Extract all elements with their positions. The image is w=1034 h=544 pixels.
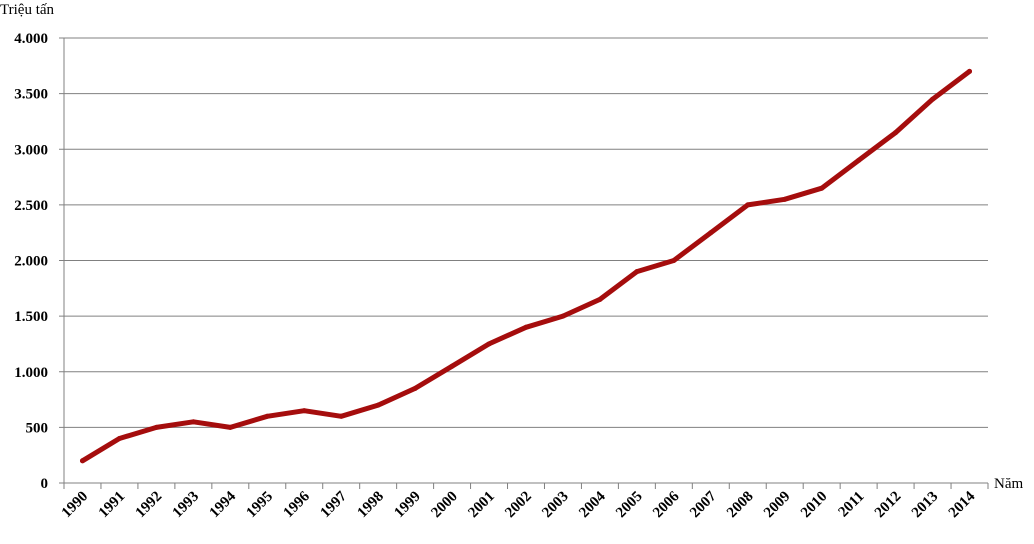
- x-axis-label: Năm: [994, 476, 1023, 492]
- data-point-2001: [486, 341, 492, 347]
- x-tick-label: 2004: [576, 488, 609, 521]
- x-tick-label: 2011: [836, 489, 868, 521]
- data-point-2007: [708, 230, 714, 236]
- x-tick-label: 2009: [761, 489, 794, 522]
- data-point-1997: [338, 413, 344, 419]
- gridlines: [64, 37, 988, 428]
- x-tick-label: 1998: [354, 489, 387, 522]
- y-tick-label: 3.500: [14, 87, 48, 103]
- x-tick-label: 1997: [318, 488, 351, 521]
- data-point-2008: [745, 202, 751, 208]
- x-tick-label: 2006: [650, 488, 683, 521]
- x-tick-label: 1995: [244, 489, 277, 522]
- x-tick-label: 1993: [170, 489, 203, 522]
- data-point-1996: [301, 408, 307, 414]
- data-point-2012: [893, 130, 899, 136]
- x-tick-label: 2005: [613, 489, 646, 522]
- x-tick-label: 2010: [798, 489, 831, 522]
- x-tick-label: 1991: [96, 489, 129, 522]
- data-point-1991: [116, 436, 122, 441]
- y-axis-ticks: 0 500 1.000 1.500 2.000 2.500 3.000 3.500 4.000: [14, 31, 64, 492]
- series-line-0: [80, 68, 972, 464]
- x-axis-ticks: 1990 1991 1992 1993 1994 1995 1996 1997 1998 1999…: [59, 483, 989, 522]
- data-point-2013: [930, 96, 936, 102]
- data-point-2009: [782, 196, 788, 202]
- x-tick-label: 1994: [207, 488, 240, 521]
- data-point-1993: [190, 419, 196, 425]
- x-tick-label: 2002: [502, 489, 535, 522]
- x-tick-label: 2012: [872, 489, 905, 522]
- data-point-1992: [153, 424, 159, 430]
- x-tick-label: 2001: [465, 489, 498, 522]
- x-tick-label: 2003: [539, 489, 572, 522]
- y-axis-label: Triệu tấn: [0, 2, 55, 18]
- data-point-1999: [412, 385, 418, 391]
- data-point-2003: [560, 313, 566, 319]
- x-tick-label: 2013: [909, 489, 942, 522]
- data-point-2000: [449, 363, 455, 369]
- y-tick-label: 2.500: [14, 198, 48, 214]
- x-tick-label: 1999: [391, 489, 424, 522]
- data-point-1994: [227, 424, 233, 430]
- y-tick-label: 1.500: [14, 309, 48, 325]
- data-point-2014: [967, 68, 973, 74]
- x-tick-label: 2007: [687, 488, 720, 521]
- series-layer: [79, 68, 973, 464]
- data-point-1995: [264, 413, 270, 419]
- data-point-2004: [597, 296, 603, 302]
- data-point-2002: [523, 324, 529, 330]
- y-tick-label: 1.000: [14, 365, 48, 381]
- data-point-2006: [671, 258, 677, 263]
- y-tick-label: 500: [26, 420, 49, 436]
- data-point-1990: [79, 458, 85, 464]
- data-point-2011: [856, 157, 862, 163]
- x-tick-label: 1996: [281, 488, 314, 521]
- x-tick-label: 1992: [133, 489, 166, 522]
- y-tick-label: 3.000: [14, 142, 48, 158]
- data-point-2005: [634, 269, 640, 275]
- x-tick-label: 2014: [946, 488, 979, 521]
- data-point-2010: [819, 185, 825, 191]
- x-tick-label: 2008: [724, 489, 757, 522]
- y-tick-label: 0: [41, 476, 49, 492]
- y-tick-label: 2.000: [14, 254, 48, 270]
- data-point-1998: [375, 402, 381, 408]
- x-tick-label: 2000: [428, 489, 461, 522]
- y-tick-label: 4.000: [14, 31, 48, 47]
- x-tick-label: 1990: [59, 489, 92, 522]
